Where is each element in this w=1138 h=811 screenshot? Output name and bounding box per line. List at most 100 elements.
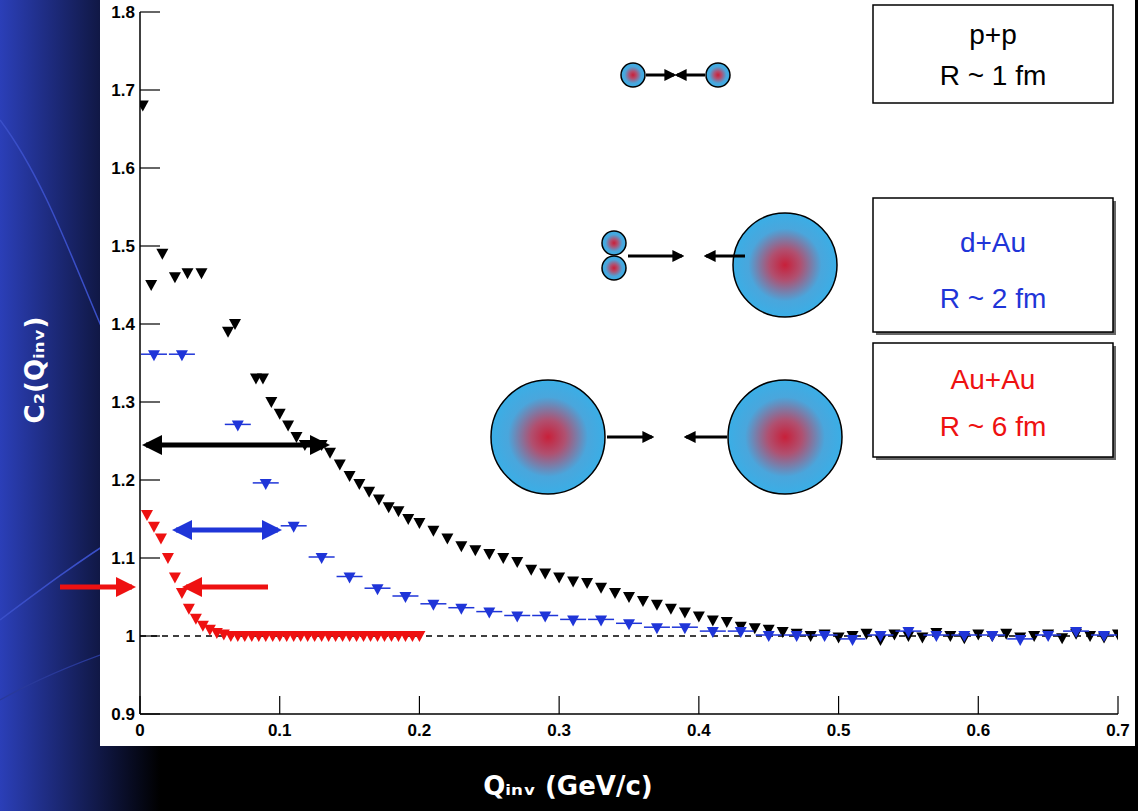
- point: [413, 631, 425, 642]
- legend-box: [873, 198, 1113, 332]
- point: [392, 506, 404, 517]
- point: [383, 502, 395, 513]
- nucleus-icon: [728, 380, 842, 494]
- point: [791, 631, 803, 642]
- point: [469, 545, 481, 556]
- point: [372, 584, 384, 595]
- point: [145, 280, 157, 291]
- y-tick-label: 1.7: [111, 81, 135, 100]
- point: [637, 596, 649, 607]
- point: [721, 617, 733, 628]
- point: [176, 350, 188, 361]
- x-tick: [279, 696, 280, 714]
- x-tick-label: 0.6: [966, 721, 990, 740]
- point: [176, 588, 188, 599]
- legend-entry: Au+AuR ~ 6 fm: [873, 343, 1116, 460]
- point: [833, 633, 845, 644]
- point: [539, 569, 551, 580]
- point: [260, 479, 272, 490]
- point: [511, 612, 523, 623]
- point: [679, 623, 691, 634]
- point: [288, 522, 300, 533]
- x-tick-label: 0.7: [1106, 721, 1130, 740]
- legend-box: [873, 343, 1113, 457]
- point: [567, 576, 579, 587]
- width-arrow: [146, 443, 326, 448]
- point: [847, 635, 859, 646]
- series-0: [140, 101, 1118, 646]
- width-arrow: [186, 585, 268, 590]
- point: [169, 573, 181, 584]
- point: [455, 541, 467, 552]
- point: [232, 420, 244, 431]
- point: [274, 409, 286, 420]
- point: [609, 588, 621, 599]
- x-tick-label: 0.3: [547, 721, 571, 740]
- point: [427, 526, 439, 537]
- x-tick: [419, 696, 420, 714]
- point: [162, 553, 174, 564]
- point: [182, 268, 194, 279]
- point: [665, 604, 677, 615]
- point: [399, 592, 411, 603]
- width-arrow: [60, 585, 132, 590]
- point: [679, 608, 691, 619]
- nucleus-icon: [491, 380, 605, 494]
- point: [623, 619, 635, 630]
- point: [651, 623, 663, 634]
- legend-label: p+p: [969, 19, 1017, 50]
- beam-arrow: [646, 74, 674, 77]
- y-tick-label: 1.2: [111, 471, 135, 490]
- point: [483, 549, 495, 560]
- y-tick: [140, 245, 160, 246]
- point: [930, 631, 942, 642]
- point: [986, 631, 998, 642]
- y-tick: [140, 479, 160, 480]
- beam-arrow: [628, 255, 682, 258]
- point: [1070, 627, 1082, 638]
- nucleus-icon: [602, 231, 626, 255]
- y-axis: [139, 12, 141, 714]
- y-tick-label: 1.6: [111, 159, 135, 178]
- legend-entry: p+p R ~ 1 fm: [873, 5, 1113, 103]
- point: [334, 459, 346, 470]
- beam-arrow: [677, 74, 705, 77]
- x-axis-title: Qᵢₙᵥ (GeV/c): [483, 771, 653, 801]
- point: [169, 272, 181, 283]
- y-tick: [140, 401, 160, 402]
- point: [257, 374, 269, 385]
- x-tick-label: 0.1: [268, 721, 292, 740]
- x-tick-label: 0.5: [827, 721, 851, 740]
- point: [229, 319, 241, 330]
- point: [749, 623, 761, 634]
- point: [183, 604, 195, 615]
- point: [595, 615, 607, 626]
- point: [916, 633, 928, 644]
- point: [195, 268, 207, 279]
- point: [861, 629, 873, 640]
- point: [141, 510, 153, 521]
- point: [944, 631, 956, 642]
- point: [986, 631, 998, 642]
- point: [553, 573, 565, 584]
- width-arrow: [176, 528, 278, 533]
- point: [902, 627, 914, 638]
- x-tick: [139, 696, 140, 714]
- x-tick: [978, 696, 979, 714]
- point: [222, 327, 234, 338]
- nucleus-icon: [733, 213, 837, 317]
- point: [511, 557, 523, 568]
- series-2: [141, 510, 425, 642]
- point: [595, 583, 607, 594]
- point: [316, 553, 328, 564]
- annotation: R ~ 1 fm: [940, 60, 1047, 91]
- point: [777, 627, 789, 638]
- plot-panel: [100, 0, 1135, 746]
- x-tick-label: 0: [135, 721, 144, 740]
- y-tick: [140, 89, 160, 90]
- y-tick: [140, 167, 160, 168]
- y-tick: [140, 11, 160, 12]
- point: [1042, 631, 1054, 642]
- point: [497, 553, 509, 564]
- point: [148, 522, 160, 533]
